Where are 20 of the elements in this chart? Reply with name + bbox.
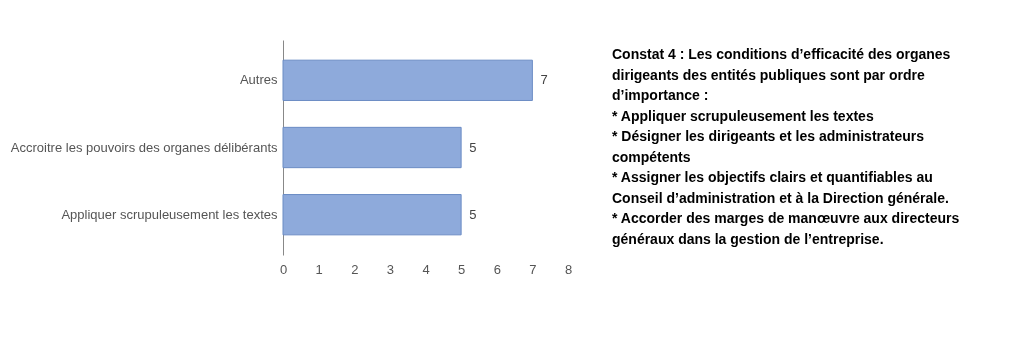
y-tick-label: Appliquer scrupuleusement les textes <box>61 206 278 222</box>
x-tick-label: 4 <box>422 261 430 277</box>
data-label: 7 <box>540 72 548 88</box>
text: * Désigner les dirigeants et les administrateurs compétents <box>612 128 925 165</box>
x-tick-label: 0 <box>279 261 288 277</box>
text: Constat 4 : Les conditions d’efficacité des organes dirigeants des entités publiques sont par ordre d’importance : <box>612 46 951 103</box>
data-label: 5 <box>469 206 477 222</box>
text: * Accorder des marges de manœuvre aux directeurs généraux dans la gestion de l’entreprise. <box>612 210 960 247</box>
x-tick-label: 2 <box>351 261 359 277</box>
data-label: 5 <box>469 139 477 155</box>
x-tick-label: 5 <box>458 261 466 277</box>
x-tick-label: 8 <box>564 261 573 277</box>
text: * Appliquer scrupuleusement les textes <box>612 107 874 124</box>
x-tick-label: 3 <box>386 261 394 277</box>
y-tick-label: Autres <box>239 72 278 88</box>
x-tick-label: 7 <box>529 261 537 277</box>
y-tick-label: Accroitre les pouvoirs des organes délibérants <box>10 139 278 155</box>
x-tick-label: 1 <box>315 261 323 277</box>
x-tick-label: 6 <box>493 261 501 277</box>
text: * Assigner les objectifs clairs et quantifiables au Conseil d’administration et à la Direction générale. <box>612 169 949 206</box>
